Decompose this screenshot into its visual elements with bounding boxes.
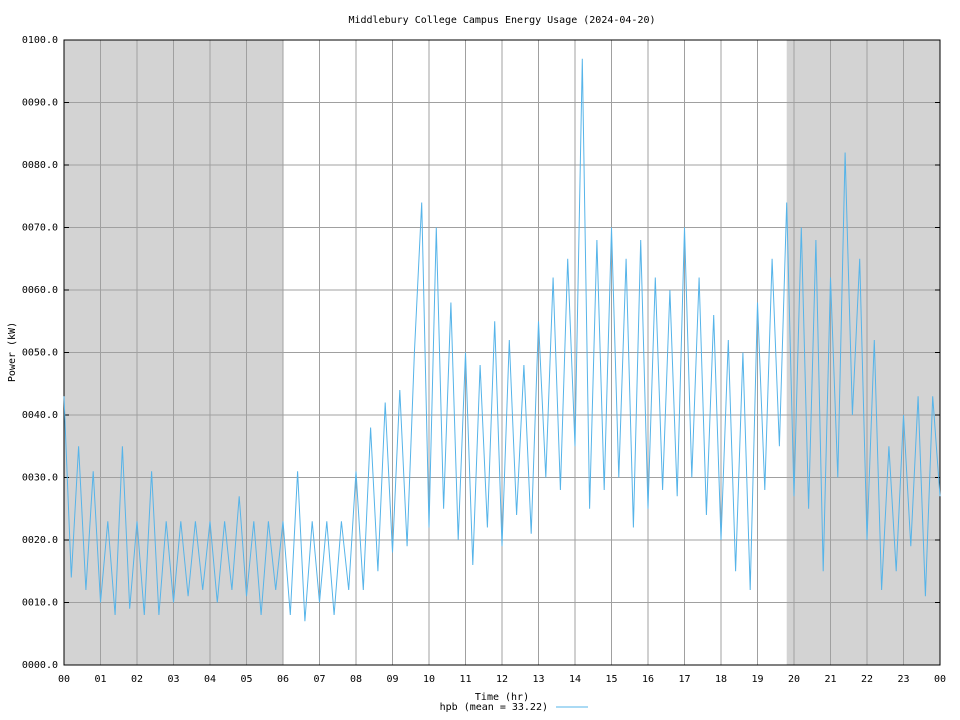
x-tick-label: 06: [277, 674, 289, 685]
y-tick-label: 0070.0: [22, 223, 58, 234]
x-tick-label: 19: [751, 674, 763, 685]
x-tick-label: 04: [204, 674, 216, 685]
x-tick-label: 02: [131, 674, 143, 685]
y-tick-label: 0050.0: [22, 348, 58, 359]
x-tick-label: 11: [459, 674, 471, 685]
x-tick-label: 14: [569, 674, 581, 685]
x-tick-label: 18: [715, 674, 727, 685]
x-tick-label: 00: [58, 674, 70, 685]
y-tick-label: 0040.0: [22, 410, 58, 421]
y-tick-label: 0000.0: [22, 660, 58, 671]
x-tick-label: 23: [897, 674, 909, 685]
chart-title: Middlebury College Campus Energy Usage (…: [348, 15, 655, 26]
y-tick-label: 0030.0: [22, 473, 58, 484]
plot-frame: [63, 39, 941, 666]
x-tick-label: 20: [788, 674, 800, 685]
y-tick-label: 0020.0: [22, 535, 58, 546]
y-tick-label: 0060.0: [22, 285, 58, 296]
x-tick-label: 12: [496, 674, 508, 685]
x-tick-label: 22: [861, 674, 873, 685]
y-tick-label: 0090.0: [22, 98, 58, 109]
x-tick-label: 15: [605, 674, 617, 685]
x-tick-label: 05: [240, 674, 252, 685]
x-axis-label: Time (hr): [475, 692, 529, 703]
x-tick-label: 03: [167, 674, 179, 685]
y-tick-label: 0080.0: [22, 160, 58, 171]
x-tick-label: 10: [423, 674, 435, 685]
y-axis-label: Power (kW): [7, 322, 18, 382]
x-tick-label: 17: [678, 674, 690, 685]
x-tick-label: 08: [350, 674, 362, 685]
x-tick-label: 01: [94, 674, 106, 685]
x-tick-label: 16: [642, 674, 654, 685]
y-tick-label: 0100.0: [22, 35, 58, 46]
legend-label: hpb (mean = 33.22): [440, 702, 548, 713]
x-tick-label: 00: [934, 674, 946, 685]
x-tick-label: 09: [386, 674, 398, 685]
y-tick-label: 0010.0: [22, 598, 58, 609]
x-tick-label: 07: [313, 674, 325, 685]
x-tick-label: 21: [824, 674, 836, 685]
x-tick-label: 13: [532, 674, 544, 685]
data-line: [63, 58, 941, 622]
